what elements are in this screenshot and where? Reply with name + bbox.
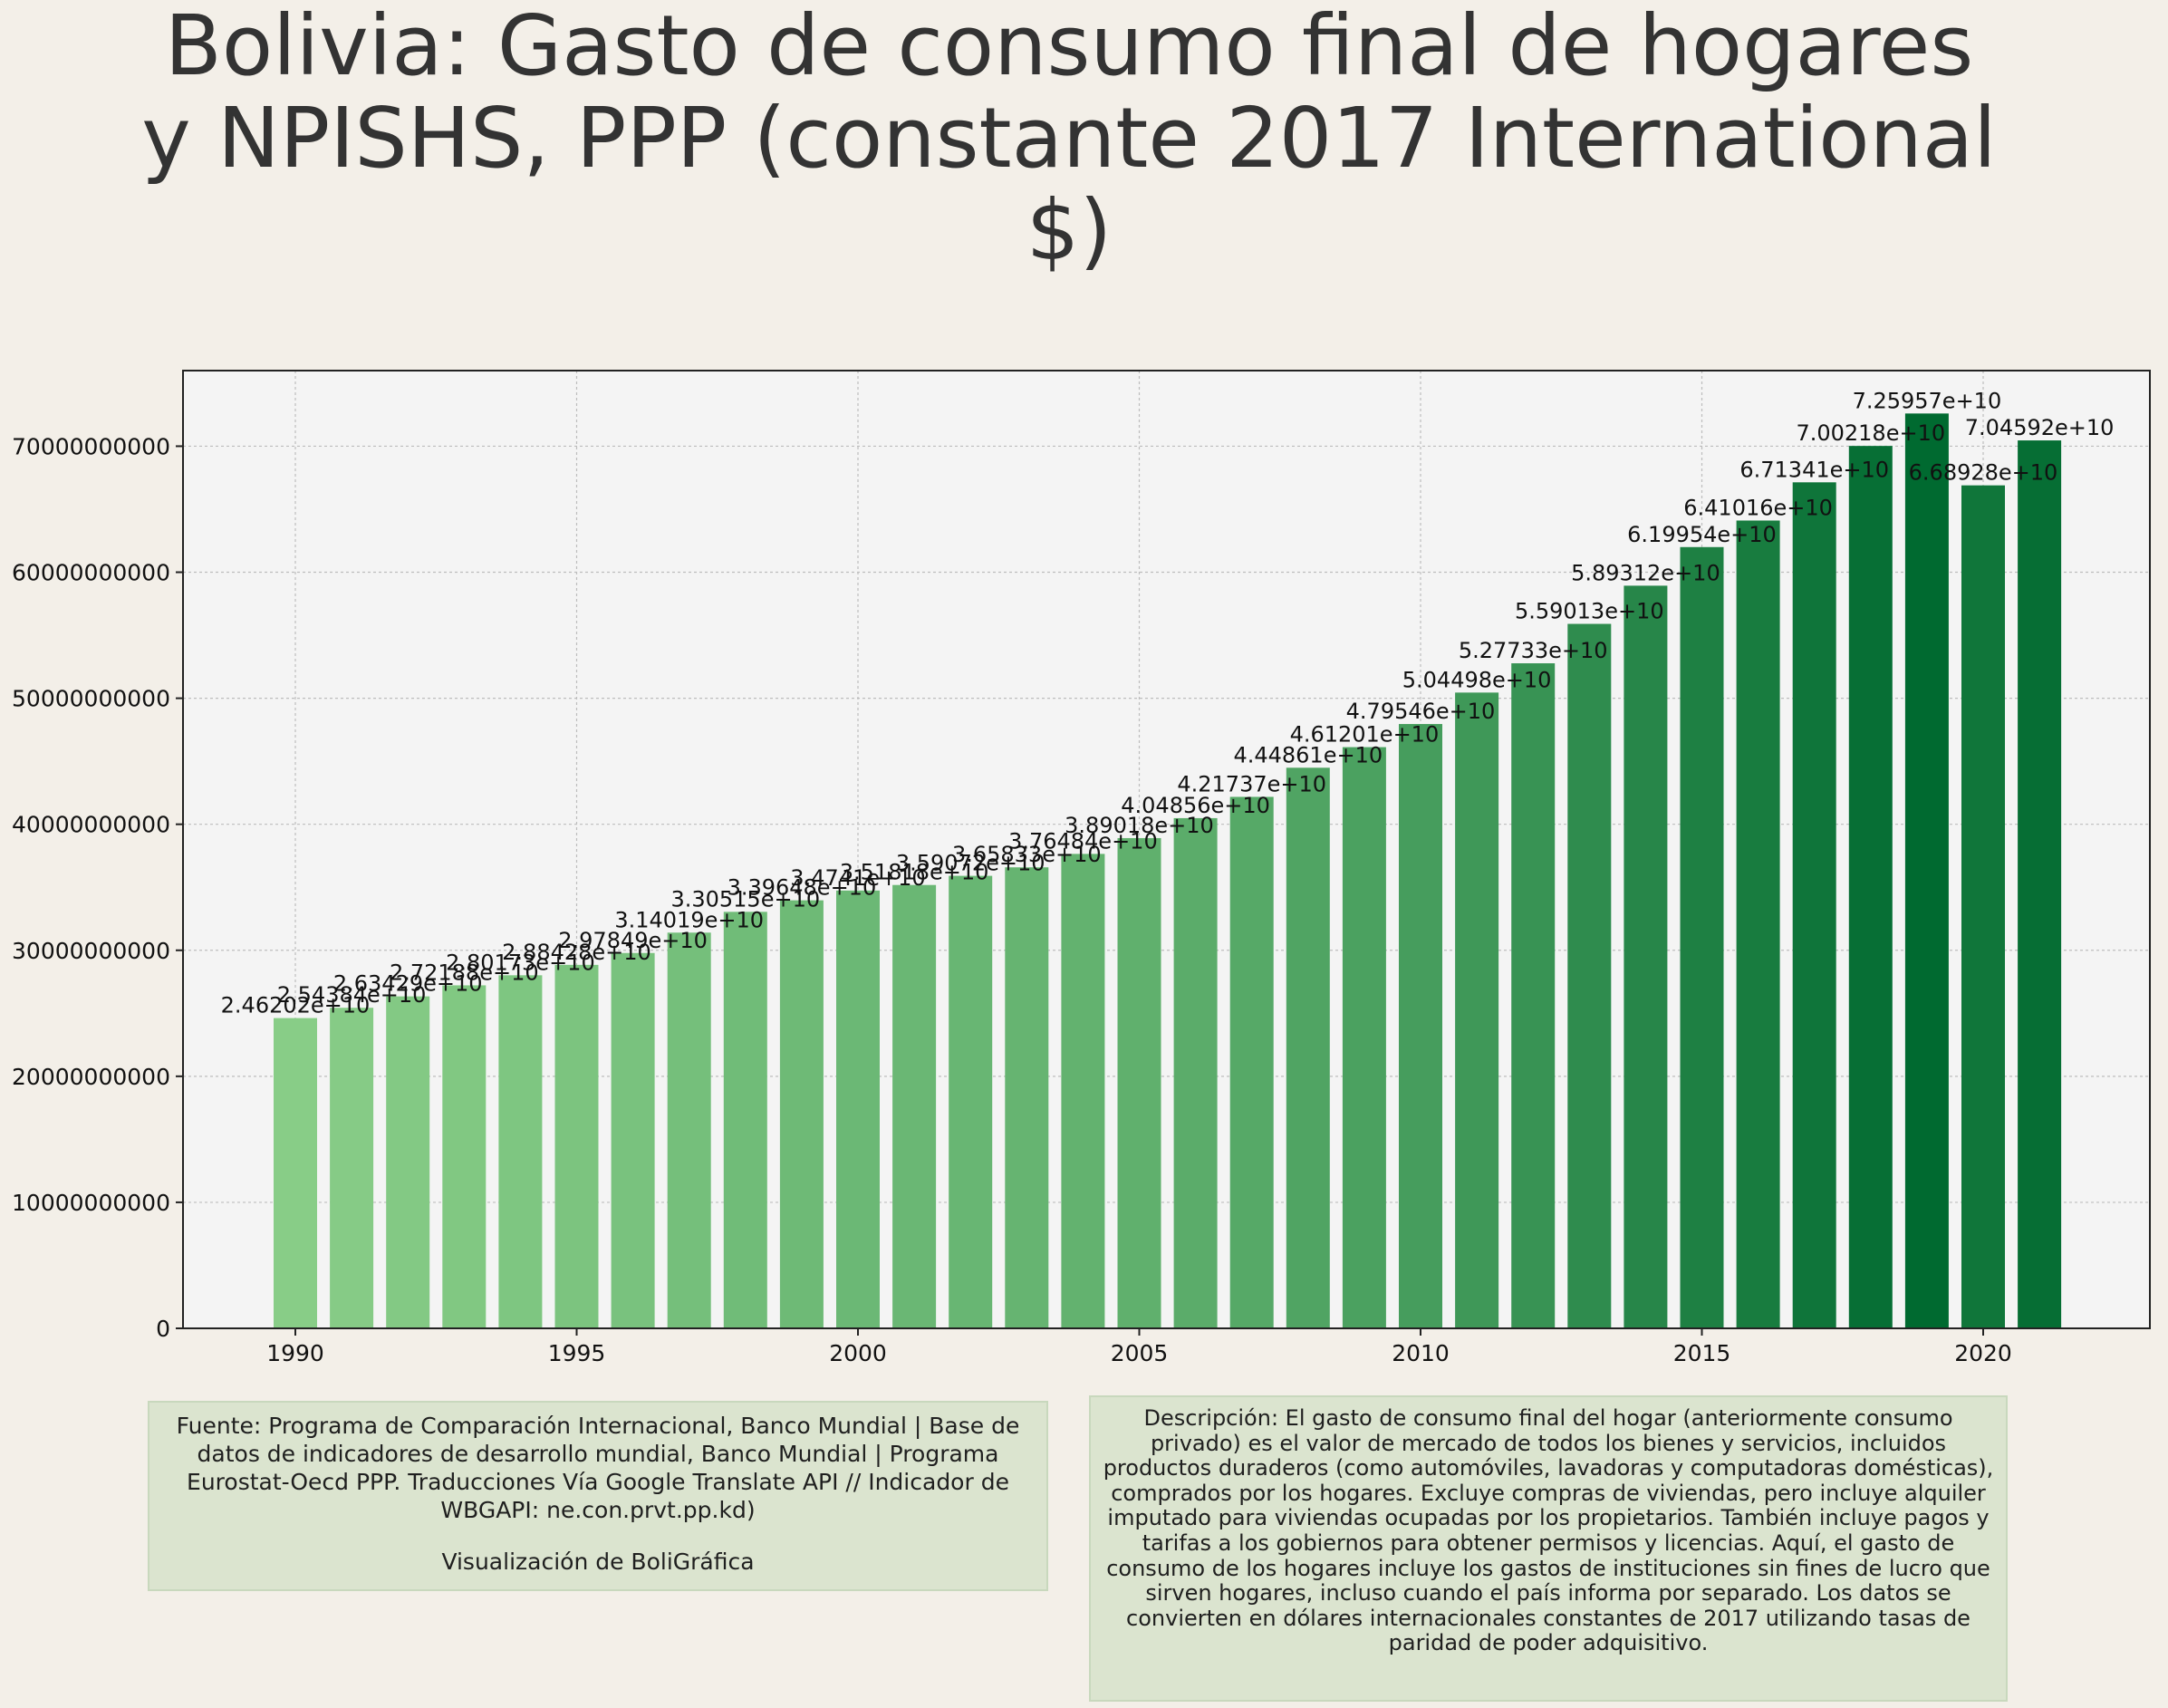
bar-2000 [836,890,880,1328]
description-box: Descripción: El gasto de consumo final d… [1089,1395,2008,1702]
plot-frame [182,370,2151,1329]
bar-label-2013: 5.59013e+10 [1515,599,1664,624]
bar-label-2001: 3.51818e+10 [840,860,989,885]
x-tick-label: 2005 [1111,1340,1169,1366]
y-tick-label: 0 [156,1316,170,1342]
bar-label-1997: 3.14019e+10 [614,907,764,932]
y-tick-label: 10000000000 [12,1190,170,1216]
bar-label-2018: 7.00218e+10 [1796,420,1945,446]
bar-2016 [1736,520,1780,1328]
bar-2008 [1286,767,1330,1328]
credit-text: Visualización de BoliGráfica [441,1549,755,1575]
x-tick-label: 2000 [829,1340,887,1366]
bar-label-2019: 7.25957e+10 [1853,388,2002,413]
bar-2006 [1173,817,1218,1328]
bar-2014 [1624,585,1668,1328]
bar-1991 [330,1008,374,1328]
bar-label-2005: 3.89018e+10 [1065,813,1214,838]
bar-2001 [892,884,937,1328]
bar-2009 [1342,747,1386,1328]
bar-label-1999: 3.39648e+10 [727,875,877,901]
bar-2017 [1792,482,1836,1328]
bar-label-1996: 2.97849e+10 [558,928,708,953]
bar-label-1998: 3.30515e+10 [670,886,820,912]
bar-2002 [949,875,993,1328]
source-text: Fuente: Programa de Comparación Internac… [176,1413,1020,1523]
bar-2018 [1848,446,1893,1328]
y-tick-label: 30000000000 [12,938,170,964]
description-text: Descripción: El gasto de consumo final d… [1103,1405,1994,1656]
bar-label-2009: 4.61201e+10 [1290,722,1440,748]
bar-label-2007: 4.21737e+10 [1177,771,1326,796]
bar-label-2010: 4.79546e+10 [1346,699,1496,724]
bar-2015 [1680,546,1724,1328]
bar-label-2004: 3.76484e+10 [1008,828,1158,854]
bar-1990 [274,1018,317,1328]
bar-label-2003: 3.65833e+10 [952,842,1102,867]
y-tick-label: 20000000000 [12,1064,170,1090]
y-tick-label: 70000000000 [12,433,170,459]
bar-label-2000: 3.4741e+10 [790,865,925,891]
bar-1995 [554,964,599,1328]
bar-chart: 2.46202e+102.54384e+102.63429e+102.72188… [12,370,2151,1366]
bar-2020 [1961,485,2005,1328]
x-tick-label: 2015 [1673,1340,1731,1366]
bar-label-2006: 4.04856e+10 [1121,793,1270,818]
bar-2005 [1117,837,1161,1328]
bar-label-2011: 5.04498e+10 [1402,667,1552,692]
bar-label-1991: 2.54384e+10 [277,982,427,1008]
bar-2004 [1061,854,1105,1328]
bar-1998 [723,912,767,1328]
bar-label-2008: 4.44861e+10 [1233,742,1383,767]
y-tick-label: 60000000000 [12,560,170,586]
bar-label-2016: 6.41016e+10 [1683,495,1833,520]
bar-2003 [1005,867,1049,1328]
bar-1997 [667,932,711,1328]
bar-labels-group: 2.46202e+102.54384e+102.63429e+102.72188… [221,388,2115,1018]
bar-label-1993: 2.72188e+10 [390,960,539,985]
x-tick-label: 2010 [1392,1340,1450,1366]
bar-label-2021: 7.04592e+10 [1965,415,2115,440]
bar-2007 [1229,796,1274,1328]
bar-label-1990: 2.46202e+10 [221,993,371,1018]
x-tick-label: 2020 [1954,1340,2012,1366]
bar-2019 [1904,413,1949,1328]
bar-label-2020: 6.68928e+10 [1909,460,2058,486]
source-box: Fuente: Programa de Comparación Internac… [148,1401,1048,1591]
bar-1992 [386,996,430,1328]
bar-2011 [1455,692,1499,1328]
bar-label-2015: 6.19954e+10 [1627,522,1777,547]
bar-2010 [1399,724,1442,1328]
bar-label-2014: 5.89312e+10 [1571,560,1720,585]
bar-label-1994: 2.80173e+10 [446,950,595,975]
y-tick-label: 50000000000 [12,686,170,712]
bar-label-2012: 5.27733e+10 [1459,638,1608,663]
y-axis: 0 10000000000 20000000000 30000000000 400000… [12,433,183,1342]
y-tick-label: 40000000000 [12,812,170,838]
x-tick-label: 1995 [548,1340,606,1366]
bar-2012 [1511,663,1556,1328]
bar-label-2002: 3.59072e+10 [896,851,1045,876]
bar-label-2017: 6.71341e+10 [1739,457,1889,482]
bar-2013 [1567,623,1612,1328]
bar-label-1995: 2.88428e+10 [502,940,651,965]
chart-title: Bolivia: Gasto de consumo final de hogar… [141,0,1997,279]
bar-2021 [2018,440,2062,1328]
bar-label-1992: 2.63429e+10 [333,971,483,997]
x-tick-label: 1990 [266,1340,324,1366]
bar-1993 [442,985,487,1328]
bar-1999 [779,900,824,1328]
bar-1994 [498,975,543,1328]
x-axis: 1990 1995 2000 2005 2010 2015 2020 [266,1328,2012,1366]
bars-group [274,413,2062,1328]
bar-1996 [611,952,655,1328]
